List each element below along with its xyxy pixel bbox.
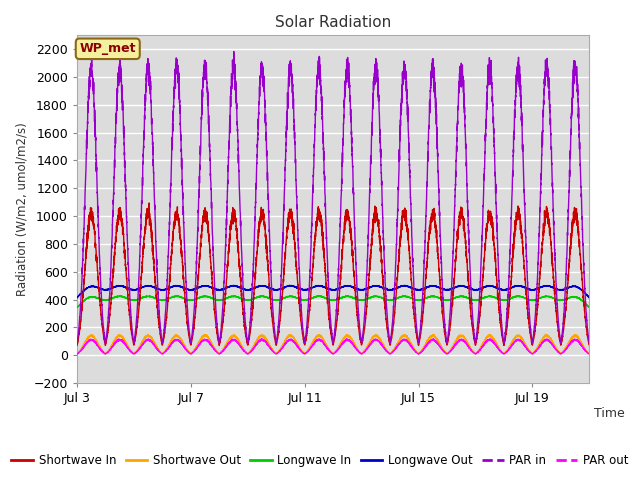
Y-axis label: Radiation (W/m2, umol/m2/s): Radiation (W/m2, umol/m2/s) [15,122,28,296]
Text: WP_met: WP_met [79,42,136,55]
Legend: Shortwave In, Shortwave Out, Longwave In, Longwave Out, PAR in, PAR out: Shortwave In, Shortwave Out, Longwave In… [6,449,634,472]
Text: Time: Time [595,407,625,420]
Title: Solar Radiation: Solar Radiation [275,15,391,30]
